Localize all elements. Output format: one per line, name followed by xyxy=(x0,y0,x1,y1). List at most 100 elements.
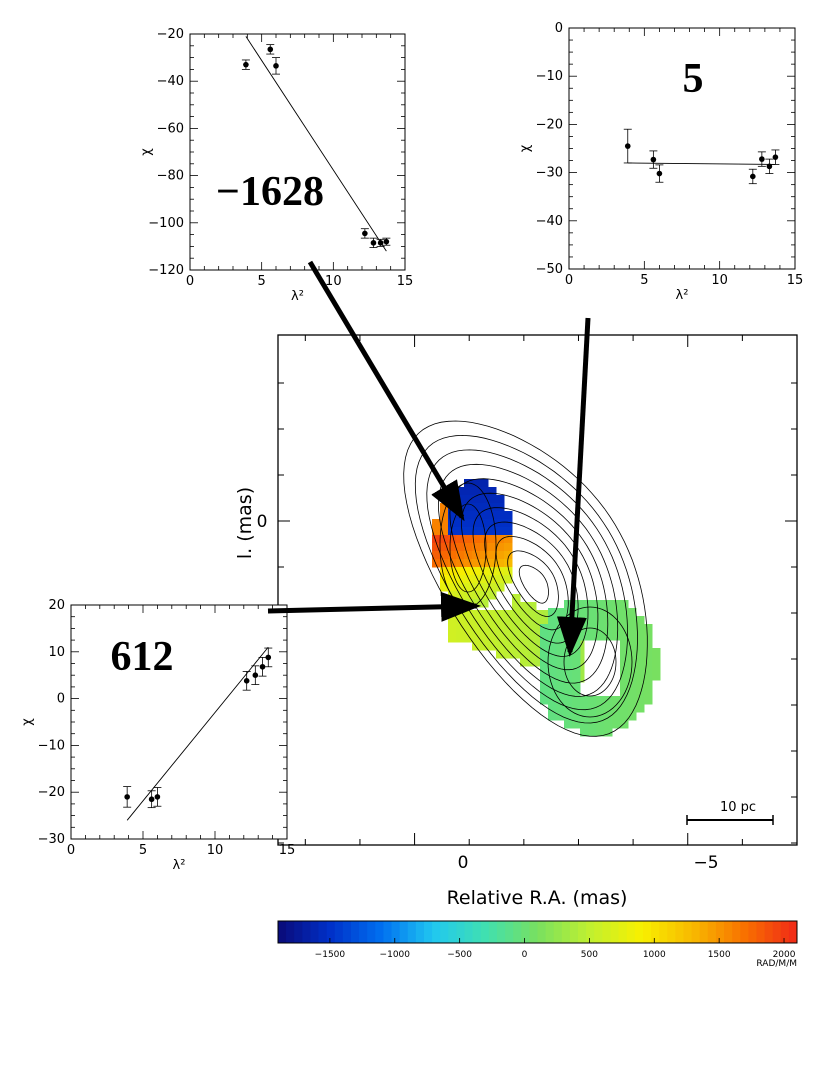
rm-pixel xyxy=(612,720,621,729)
rm-pixel xyxy=(620,640,629,649)
rm-pixel xyxy=(540,688,549,697)
rm-pixel xyxy=(480,642,489,651)
rm-pixel xyxy=(580,704,589,713)
rm-pixel xyxy=(440,567,449,576)
rm-pixel xyxy=(580,696,589,705)
rm-pixel xyxy=(464,527,473,536)
rm-pixel xyxy=(620,688,629,697)
colorbar-cell xyxy=(472,921,482,943)
colorbar-cell xyxy=(586,921,595,943)
rm-value-annotation: 612 xyxy=(111,634,174,680)
x-tick-label: 0 xyxy=(67,843,75,858)
colorbar-frame xyxy=(277,920,798,944)
rm-pixel xyxy=(488,591,497,600)
rm-pixel xyxy=(580,632,589,641)
data-point xyxy=(243,678,250,684)
rm-pixel xyxy=(512,626,521,635)
rm-pixel xyxy=(604,696,613,705)
rm-pixel xyxy=(520,610,529,619)
rm-pixel xyxy=(504,634,513,643)
rm-pixel xyxy=(564,608,573,617)
colorbar-cell xyxy=(367,921,376,943)
rm-pixel xyxy=(548,648,557,657)
rm-pixel xyxy=(556,664,565,673)
colorbar-cell xyxy=(578,921,587,943)
y-tick-label: 20 xyxy=(48,598,65,613)
rm-pixel xyxy=(628,680,637,689)
colorbar-cell xyxy=(529,921,538,943)
y-tick-label: −20 xyxy=(536,117,563,132)
rm-pixel xyxy=(572,720,581,729)
rm-pixel xyxy=(564,688,573,697)
colorbar-cell xyxy=(480,921,490,943)
rm-pixel xyxy=(548,664,557,673)
rm-pixel xyxy=(628,696,637,705)
rm-pixel xyxy=(456,618,465,627)
rm-pixel xyxy=(504,511,513,520)
rm-pixel xyxy=(464,543,473,552)
colorbar-cell xyxy=(659,921,668,943)
rm-pixel xyxy=(564,672,573,681)
data-point xyxy=(383,238,390,245)
colorbar-cell xyxy=(448,921,457,943)
rm-pixel xyxy=(472,495,481,504)
colorbar-cell xyxy=(675,921,684,943)
colorbar-cell xyxy=(286,921,295,943)
rm-pixel xyxy=(520,602,529,611)
rm-pixel xyxy=(628,672,637,681)
colorbar-cell xyxy=(772,921,782,943)
colorbar-tick-label: 1500 xyxy=(708,950,731,960)
rm-pixel xyxy=(636,704,645,713)
rm-pixel xyxy=(612,712,621,721)
y-tick-label: −40 xyxy=(157,74,184,89)
rm-pixel xyxy=(488,535,497,544)
rm-pixel xyxy=(564,720,573,729)
rm-pixel xyxy=(636,640,645,649)
colorbar-cell xyxy=(456,921,466,943)
rm-pixel xyxy=(512,594,521,603)
rm-pixel xyxy=(448,626,457,635)
rm-pixel xyxy=(472,511,481,520)
rm-pixel xyxy=(548,616,557,625)
arrows xyxy=(267,260,591,657)
rm-pixel xyxy=(504,527,513,536)
rm-pixel xyxy=(540,696,549,705)
rm-pixel xyxy=(580,600,589,609)
colorbar-tick-label: −1500 xyxy=(315,950,346,960)
rm-pixel xyxy=(628,616,637,625)
intensity-contours xyxy=(403,420,648,737)
rm-pixel xyxy=(556,656,565,665)
rm-pixel xyxy=(480,519,489,528)
rm-pixel xyxy=(572,712,581,721)
rm-pixel xyxy=(504,618,513,627)
rm-pixel xyxy=(580,728,589,737)
rm-pixel xyxy=(556,624,565,633)
fit-line xyxy=(126,646,269,821)
rm-pixel xyxy=(488,567,497,576)
data-point xyxy=(259,663,266,670)
rm-pixel xyxy=(496,535,505,544)
rm-pixel xyxy=(636,664,645,673)
rm-pixel xyxy=(512,642,521,651)
colorbar-cell xyxy=(375,921,384,943)
data-point xyxy=(273,63,279,69)
colorbar-cell xyxy=(626,921,636,943)
x-tick-label: 10 xyxy=(207,843,224,858)
rm-pixel xyxy=(448,634,457,643)
x-tick-label: 0 xyxy=(186,274,194,289)
rm-pixel xyxy=(548,672,557,681)
rm-pixel xyxy=(604,600,613,609)
colorbar-cell xyxy=(342,921,352,943)
rm-pixel xyxy=(512,634,521,643)
rm-pixel xyxy=(496,583,505,592)
rm-pixel xyxy=(572,600,581,609)
x-axis-label: λ² xyxy=(291,289,304,304)
inset-frame xyxy=(70,604,288,840)
rm-pixel xyxy=(604,720,613,729)
y-tick-label: −80 xyxy=(157,169,184,184)
rm-pixel xyxy=(488,503,497,512)
rm-pixel xyxy=(488,543,497,552)
rm-pixel xyxy=(448,559,457,568)
rm-pixel xyxy=(520,634,529,643)
rm-pixel xyxy=(480,511,489,520)
